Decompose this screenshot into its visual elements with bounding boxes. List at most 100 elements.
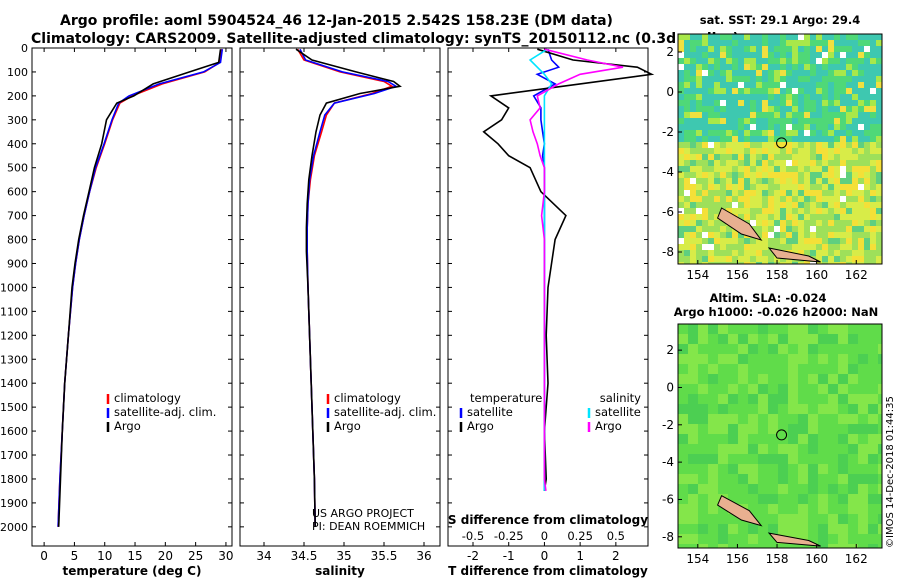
map-cell: [756, 250, 762, 256]
map-cell: [748, 464, 758, 474]
map-cell: [840, 220, 846, 226]
map-cell: [834, 178, 840, 184]
map-cell: [786, 130, 792, 136]
map-cell: [726, 154, 732, 160]
map-cell: [798, 444, 808, 454]
map-cell: [786, 154, 792, 160]
map-cell: [864, 130, 870, 136]
map-cell: [828, 334, 838, 344]
map-cell: [684, 154, 690, 160]
map-cell: [738, 344, 748, 354]
map-cell: [870, 202, 876, 208]
map-cell: [728, 414, 738, 424]
map-cell: [876, 52, 882, 58]
map-cell: [726, 178, 732, 184]
map-cell: [702, 100, 708, 106]
x-tick-label: 36: [416, 549, 431, 563]
map-cell: [780, 130, 786, 136]
map-cell: [846, 52, 852, 58]
map-cell: [864, 220, 870, 226]
map-cell: [756, 100, 762, 106]
map-cell: [708, 202, 714, 208]
map-cell: [738, 524, 748, 534]
island-shape: [767, 247, 821, 263]
map-cell: [726, 244, 732, 250]
map-cell: [838, 394, 848, 404]
island-shape: [716, 494, 763, 527]
map-cell: [818, 344, 828, 354]
map-cell: [762, 262, 768, 264]
map-cell: [750, 190, 756, 196]
map-cell: [848, 514, 858, 524]
map-cell: [852, 40, 858, 46]
map-cell: [696, 70, 702, 76]
map-cell: [788, 544, 798, 548]
map-cell: [774, 112, 780, 118]
map-cell: [732, 52, 738, 58]
map-cell: [714, 172, 720, 178]
map-cell: [726, 46, 732, 52]
map-cell: [858, 504, 868, 514]
map-cell: [818, 394, 828, 404]
map-cell: [688, 354, 698, 364]
map-cell: [738, 40, 744, 46]
map-cell: [816, 208, 822, 214]
map-cell: [720, 232, 726, 238]
map-cell: [834, 196, 840, 202]
map-cell: [876, 208, 882, 214]
map-cell: [798, 354, 808, 364]
map-cell: [792, 118, 798, 124]
map-cell: [732, 262, 738, 264]
map-cell: [858, 354, 868, 364]
map-cell: [858, 100, 864, 106]
map-cell: [684, 82, 690, 88]
map-cell: [870, 58, 876, 64]
map-cell: [876, 100, 882, 106]
map-cell: [876, 202, 882, 208]
map-cell: [864, 166, 870, 172]
map-cell: [858, 160, 864, 166]
map-cell: [678, 40, 684, 46]
x-tick-label: 15: [127, 549, 142, 563]
map-cell: [786, 238, 792, 244]
map-cell: [728, 424, 738, 434]
map-cell: [788, 434, 798, 444]
map-cell: [678, 142, 684, 148]
map-cell: [828, 454, 838, 464]
map-cell: [768, 374, 778, 384]
map-cell: [788, 384, 798, 394]
map-cell: [798, 232, 804, 238]
depth-tick-label: 100: [7, 66, 28, 79]
map-cell: [818, 534, 828, 544]
map-cell: [684, 214, 690, 220]
map-cell: [696, 130, 702, 136]
map-cell: [762, 208, 768, 214]
map-cell: [702, 94, 708, 100]
map-cell: [762, 220, 768, 226]
map-cell: [768, 76, 774, 82]
map-cell: [756, 130, 762, 136]
map-cell: [738, 384, 748, 394]
map-cell: [696, 58, 702, 64]
map-cell: [768, 94, 774, 100]
map-cell: [834, 172, 840, 178]
map-cell: [748, 544, 758, 548]
map-cell: [732, 70, 738, 76]
map-cell: [738, 190, 744, 196]
map-cell: [868, 354, 878, 364]
map-cell: [720, 160, 726, 166]
map-cell: [726, 130, 732, 136]
island-shape: [767, 532, 821, 547]
map-cell: [768, 136, 774, 142]
map-cell: [744, 178, 750, 184]
map-cell: [804, 154, 810, 160]
profile-location-marker: [776, 429, 788, 441]
map-cell: [690, 232, 696, 238]
map-cell: [818, 404, 828, 414]
map-cell: [834, 52, 840, 58]
map-cell: [726, 166, 732, 172]
map-cell: [702, 46, 708, 52]
map-cell: [868, 344, 878, 354]
map-cell: [758, 504, 768, 514]
map-cell: [688, 454, 698, 464]
